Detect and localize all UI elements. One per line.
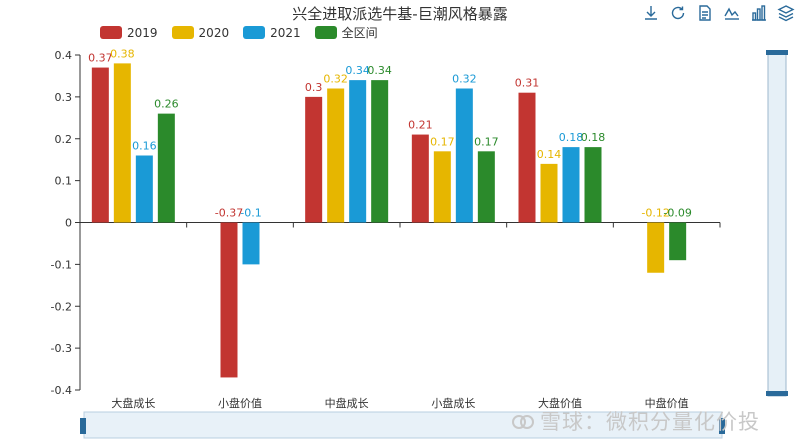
- legend-label-2020: 2020: [198, 25, 230, 40]
- data-label: 0.21: [408, 119, 433, 132]
- bar-全区间: [371, 80, 389, 223]
- y-tick-label: -0.3: [51, 342, 72, 355]
- bar-2020: [113, 63, 131, 223]
- horizontal-zoom-slider: [83, 411, 723, 439]
- data-label: 0.31: [515, 77, 540, 90]
- x-tick-label: 小盘价值: [218, 396, 262, 410]
- legend-label-full-period: 全区间: [341, 26, 378, 40]
- data-view-icon[interactable]: [696, 4, 714, 22]
- y-tick-label: 0.3: [55, 91, 73, 104]
- data-label: 0.32: [452, 73, 477, 86]
- y-tick-label: -0.4: [51, 384, 72, 397]
- bar-2019: [220, 222, 238, 378]
- legend-item-2020[interactable]: 2020: [171, 24, 230, 41]
- y-tick-label: 0.2: [55, 133, 73, 146]
- bar-2020: [540, 163, 558, 223]
- watermark: 雪球：微积分量化价投: [510, 406, 760, 436]
- download-icon[interactable]: [642, 4, 660, 22]
- bar-2020: [327, 88, 345, 223]
- data-label: 0.32: [323, 73, 348, 86]
- y-tick-label: -0.1: [51, 258, 72, 271]
- bar-2021: [349, 80, 367, 223]
- data-label: 0.18: [581, 131, 606, 144]
- legend-swatch-2020: [171, 26, 194, 39]
- bar-全区间: [584, 147, 602, 223]
- x-tick-label: 小盘成长: [431, 396, 475, 410]
- data-label: -0.37: [215, 207, 243, 220]
- bar-2021: [242, 222, 260, 265]
- bar-全区间: [477, 151, 495, 223]
- legend-swatch-2019: [100, 26, 122, 39]
- legend-item-2019[interactable]: 2019: [100, 24, 158, 41]
- data-label: 0.17: [430, 135, 455, 148]
- toolbox: [642, 4, 795, 22]
- x-tick-label: 大盘成长: [111, 396, 155, 410]
- x-tick-label: 大盘价值: [538, 396, 582, 410]
- legend-swatch-full-period: [314, 26, 337, 39]
- bar-2021: [455, 88, 473, 223]
- bar-2021: [562, 147, 580, 223]
- data-label: 0.26: [154, 98, 179, 111]
- data-label: 0.34: [367, 64, 392, 77]
- bar-2021: [135, 155, 153, 223]
- refresh-icon[interactable]: [669, 4, 687, 22]
- chart-title: 兴全进取派选牛基-巨潮风格暴露: [292, 5, 508, 23]
- bar-全区间: [669, 222, 687, 261]
- data-label: 0.38: [110, 47, 135, 60]
- bar-2020: [433, 151, 451, 223]
- bar-2019: [91, 67, 109, 223]
- data-label: 0.16: [132, 140, 157, 153]
- bar-chart-icon[interactable]: [750, 4, 768, 22]
- legend-label-2019: 2019: [127, 25, 158, 40]
- data-label: -0.1: [240, 207, 261, 220]
- bar-2019: [305, 96, 323, 223]
- y-tick-label: 0.1: [55, 175, 73, 188]
- bar-全区间: [157, 113, 175, 223]
- vertical-zoom-handle-bottom: [766, 391, 788, 396]
- data-label: 0.14: [537, 148, 562, 161]
- vertical-zoom-slider: [767, 51, 787, 397]
- data-label: -0.09: [663, 207, 691, 220]
- data-label: -0.12: [641, 207, 669, 220]
- stack-icon[interactable]: [777, 4, 795, 22]
- legend-label-2021: 2021: [270, 25, 301, 40]
- line-chart-icon[interactable]: [723, 4, 741, 22]
- watermark-text: 雪球：微积分量化价投: [540, 410, 760, 434]
- data-label: 0.37: [88, 52, 113, 65]
- x-tick-label: 中盘价值: [645, 396, 689, 410]
- data-label: 0.3: [305, 81, 323, 94]
- legend-item-full-period[interactable]: 全区间: [314, 24, 378, 41]
- y-tick-label: 0: [65, 217, 72, 230]
- legend-swatch-2021: [243, 26, 266, 39]
- bar-2019: [411, 134, 429, 223]
- x-tick-label: 中盘成长: [325, 396, 369, 410]
- bar-2020: [647, 222, 665, 273]
- y-tick-label: -0.2: [51, 300, 72, 313]
- horizontal-zoom-handle-left: [80, 418, 86, 434]
- data-label: 0.18: [559, 131, 584, 144]
- data-label: 0.17: [474, 135, 499, 148]
- legend-item-2021[interactable]: 2021: [243, 24, 301, 41]
- vertical-zoom-handle-top: [766, 50, 788, 55]
- y-tick-label: 0.4: [55, 49, 73, 62]
- bar-2019: [518, 92, 536, 223]
- legend: 2019 2020 2021 全区间: [100, 24, 378, 41]
- data-label: 0.34: [345, 64, 370, 77]
- horizontal-zoom-handle-right: [719, 418, 725, 434]
- snowball-logo-icon: [510, 412, 536, 430]
